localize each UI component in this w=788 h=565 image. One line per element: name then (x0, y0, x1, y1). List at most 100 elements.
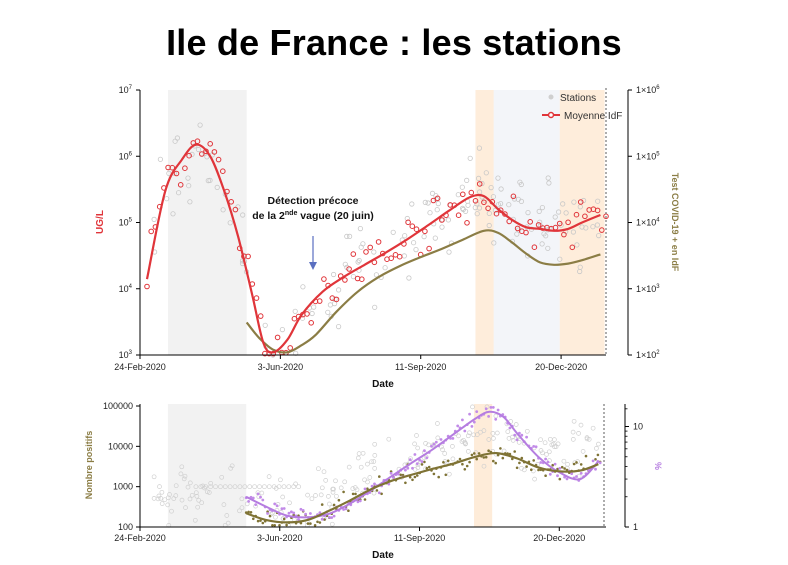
station-point-bottom (542, 440, 548, 446)
positifs-point (256, 519, 260, 523)
positifs-point (309, 522, 312, 525)
station-point (474, 211, 480, 217)
percent-point (266, 512, 269, 515)
station-point-bottom (538, 437, 543, 443)
station-point (356, 257, 362, 264)
percent-point (377, 491, 381, 495)
station-point-bottom (594, 446, 599, 451)
percent-point (548, 472, 552, 476)
station-point-bottom (158, 496, 164, 501)
percent-point (553, 462, 557, 466)
station-point-bottom (342, 479, 348, 485)
station-point-bottom (159, 489, 165, 495)
positifs-point (420, 463, 424, 466)
moyenne-point (274, 334, 281, 341)
station-point (479, 180, 485, 187)
moyenne-point (460, 191, 466, 198)
station-point (514, 231, 520, 237)
percent-point (546, 460, 550, 464)
station-point (583, 225, 589, 231)
station-point-bottom (318, 492, 324, 498)
station-point-bottom (465, 449, 471, 454)
station-point-bottom (257, 484, 262, 490)
station-point-bottom (313, 493, 318, 498)
positifs-point (558, 477, 562, 481)
station-point-bottom (309, 496, 315, 502)
positifs-point (596, 453, 600, 457)
top-xtick-label: 3-Jun-2020 (258, 362, 304, 372)
top-ytick-label: 106 (119, 151, 133, 161)
positifs-point (575, 461, 578, 464)
station-point-bottom (481, 428, 487, 433)
station-point-bottom (431, 442, 436, 447)
top-legend: Stations Moyenne IdF (542, 93, 622, 122)
station-point-bottom (227, 484, 233, 490)
positifs-point (401, 473, 405, 477)
annotation-arrowhead (309, 262, 317, 270)
moyenne-point (287, 345, 294, 351)
station-point (574, 242, 580, 248)
station-point (390, 229, 396, 235)
station-point (309, 310, 315, 317)
station-point-bottom (386, 436, 392, 442)
percent-point (299, 507, 303, 511)
station-point-bottom (252, 484, 257, 490)
station-point-bottom (519, 465, 524, 471)
percent-point (392, 476, 395, 479)
moyenne-point (304, 311, 310, 317)
bottom-xtick-label: 20-Dec-2020 (533, 533, 585, 543)
slide-title: Ile de France : les stations (166, 22, 622, 63)
station-point-bottom (369, 459, 374, 465)
station-point (511, 196, 518, 202)
station-point (506, 202, 512, 208)
station-point-bottom (262, 484, 267, 490)
station-point (498, 186, 504, 192)
station-point (539, 205, 546, 211)
station-point (445, 217, 451, 223)
station-point-bottom (596, 441, 601, 447)
station-point (497, 201, 504, 207)
station-point (186, 183, 192, 189)
moyenne-point (422, 228, 428, 235)
moyenne-point (405, 219, 411, 226)
station-point (432, 235, 438, 241)
station-point-bottom (372, 453, 378, 458)
station-point-bottom (181, 476, 187, 482)
station-point (543, 233, 549, 239)
station-point-bottom (491, 436, 496, 441)
percent-point (254, 503, 258, 506)
station-point-bottom (157, 484, 162, 489)
top-xlabel: Date (372, 379, 394, 390)
station-point (195, 146, 202, 153)
positifs-point (461, 462, 464, 466)
positifs-curve (245, 451, 599, 524)
positifs-point (271, 524, 274, 527)
percent-point (556, 474, 559, 478)
positifs-point (252, 517, 255, 521)
station-point-bottom (547, 436, 553, 442)
positifs-point (313, 524, 317, 527)
moyenne-point (599, 227, 605, 233)
station-point (439, 224, 445, 230)
station-point-bottom (179, 497, 185, 503)
top-shade-blue (493, 90, 560, 355)
station-point-bottom (513, 422, 519, 427)
moyenne-point (527, 219, 534, 225)
positifs-point (432, 472, 436, 476)
top-shade-orange-1 (475, 90, 494, 355)
station-point-bottom (171, 496, 177, 501)
station-point-bottom (195, 504, 201, 510)
station-point-bottom (565, 462, 570, 467)
percent-point (328, 515, 331, 519)
station-point-bottom (326, 501, 332, 507)
percent-point (387, 482, 391, 486)
bottom-xtick-label: 24-Feb-2020 (114, 533, 166, 543)
moyenne-point (510, 193, 517, 200)
station-point (205, 178, 211, 184)
moyenne-point (342, 277, 348, 283)
station-point (157, 156, 163, 162)
moyenne-point (367, 244, 374, 251)
station-point-bottom (570, 437, 576, 442)
station-point (214, 184, 220, 190)
station-point-bottom (239, 496, 245, 502)
